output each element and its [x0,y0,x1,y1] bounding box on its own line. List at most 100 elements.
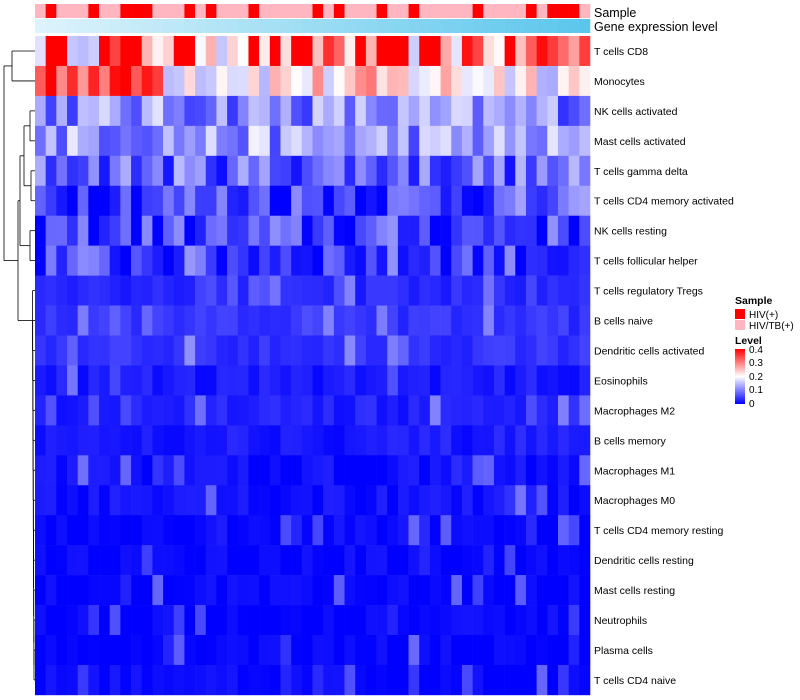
heatmap-cell [515,515,527,546]
heatmap-cell [67,95,78,127]
heatmap-cell [141,185,153,216]
heatmap-cell [269,275,281,306]
heatmap-cell [323,215,335,246]
heatmap-cell [237,36,249,67]
heatmap-cell [429,185,441,216]
heatmap-cell [163,545,175,576]
row-label: T cells gamma delta [594,166,688,178]
heatmap-cell [525,36,537,67]
gene-expression-annotation-cell [109,19,121,33]
row-label: T cells regulatory Tregs [594,286,703,298]
heatmap-cell [579,305,591,336]
heatmap-cell [461,455,473,486]
heatmap-cell [376,125,388,157]
heatmap-cell [323,125,335,157]
heatmap-cell [323,664,335,696]
heatmap-cell [525,275,537,306]
heatmap-cell [120,335,132,366]
heatmap-cell [301,575,313,606]
heatmap-cell [376,335,388,366]
heatmap-cell [205,305,217,336]
heatmap-cell [120,545,132,576]
heatmap-cell [408,95,420,127]
heatmap-cell [120,36,132,67]
heatmap-cell [515,605,527,636]
heatmap-cell [515,155,527,187]
heatmap-cell [483,215,495,246]
heatmap-cell [333,575,345,606]
heatmap-cell [35,485,46,516]
heatmap-cell [120,125,132,157]
heatmap-cell [504,335,516,366]
heatmap-cell [429,485,441,516]
heatmap-cell [536,545,548,576]
heatmap-cell [237,365,249,396]
heatmap-cell [237,125,249,157]
heatmap-cell [387,185,399,216]
heatmap-cell [493,185,505,216]
heatmap-cell [344,455,356,486]
sample-annotation-cell [269,4,281,18]
heatmap-cell [440,335,452,366]
row-label: Mast cells activated [594,136,686,148]
heatmap-cell [173,395,185,426]
heatmap-cell [237,155,249,187]
sample-annotation-cell [216,4,228,18]
heatmap-cell [376,605,388,636]
heatmap-cell [376,36,388,67]
heatmap-cell [472,515,484,546]
heatmap-cell [269,485,281,516]
heatmap-cell [483,575,495,606]
heatmap-cell [525,635,537,666]
sample-annotation-cell [67,4,78,18]
heatmap-cell [515,455,527,486]
heatmap-cell [88,545,100,576]
sample-annotation-cell [429,4,441,18]
heatmap-cell [120,664,132,696]
heatmap-cell [184,365,196,396]
heatmap-cell [440,485,452,516]
heatmap-cell [493,155,505,187]
heatmap-cell [504,95,516,127]
heatmap-cell [483,635,495,666]
gene-expression-annotation-cell [291,19,303,33]
heatmap-cell [77,95,89,127]
heatmap-cell [280,305,292,336]
heatmap-cell [301,545,313,576]
heatmap-cell [387,275,399,306]
heatmap-cell [483,275,495,306]
heatmap-cell [557,275,569,306]
heatmap-cell [216,515,228,546]
heatmap-cell [461,664,473,696]
sample-annotation-cell [547,4,559,18]
heatmap-cell [152,605,164,636]
gene-expression-annotation-cell [504,19,516,33]
heatmap-cell [333,664,345,696]
heatmap-cell [504,185,516,216]
heatmap-cell [365,125,377,157]
heatmap-cell [184,36,196,67]
heatmap-cell [216,605,228,636]
heatmap-cell [35,155,46,187]
heatmap-cell [184,485,196,516]
heatmap-cell [131,605,143,636]
heatmap-cell [99,185,111,216]
sample-annotation-cell [397,4,409,18]
heatmap-cell [99,395,111,426]
row-label: Macrophages M1 [594,465,675,477]
heatmap-cell [504,395,516,426]
heatmap-cell [451,545,463,576]
heatmap-cell [504,36,516,67]
heatmap-cell [387,305,399,336]
heatmap-cell [557,305,569,336]
heatmap-cell [88,365,100,396]
heatmap-cell [568,275,580,306]
heatmap-cell [35,36,46,67]
heatmap-cell [525,305,537,336]
heatmap-cell [99,305,111,336]
gene-expression-annotation-cell [355,19,367,33]
heatmap-cell [419,664,431,696]
heatmap-cell [56,155,68,187]
heatmap-cell [419,425,431,456]
heatmap-cell [205,515,217,546]
